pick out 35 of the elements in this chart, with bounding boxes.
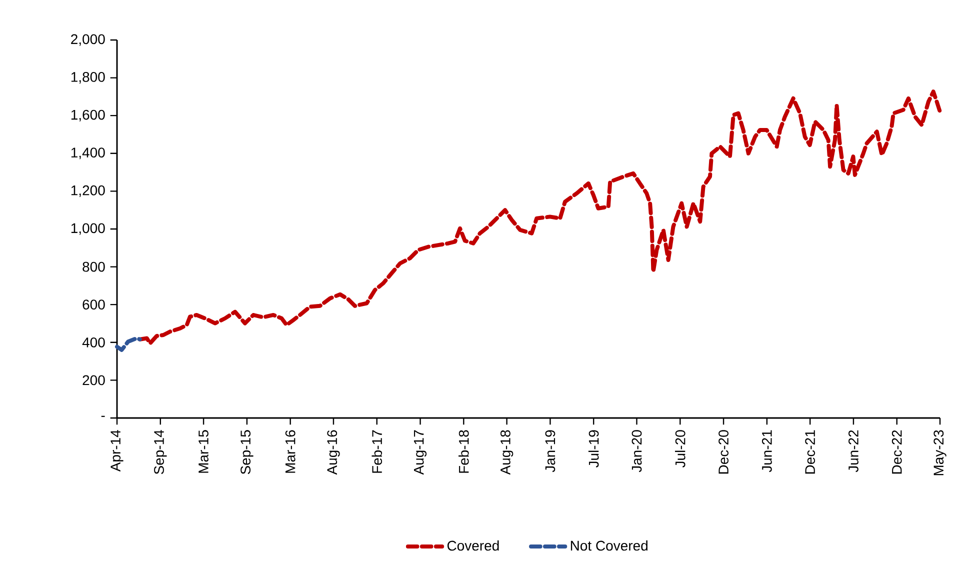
x-tick-label: Jun-22 (848, 430, 858, 472)
y-tick-label: 800 (82, 262, 105, 272)
x-tick-label: Aug-18 (500, 430, 514, 475)
x-tick-label: Mar-15 (198, 430, 208, 473)
x-tick-label: Jan-19 (545, 430, 556, 472)
x-tick-label: Feb-17 (372, 430, 382, 473)
y-tick-label: - (101, 416, 105, 417)
x-tick-label: Dec-20 (718, 430, 728, 474)
x-tick-label: Jan-20 (632, 430, 642, 472)
legend-label: Covered (447, 540, 499, 551)
y-tick-label: 200 (82, 375, 105, 386)
y-tick-label: 1,800 (71, 72, 105, 84)
x-tick-label: Sep-14 (154, 430, 167, 474)
x-tick-label: Apr-14 (110, 430, 124, 472)
y-tick-label: 1,000 (71, 223, 105, 235)
x-tick-label: Mar-16 (285, 430, 296, 473)
line-series (138, 90, 942, 346)
x-tick-label: Aug-17 (414, 430, 427, 475)
y-tick-label: 600 (82, 300, 105, 310)
legend-label: Not Covered (570, 540, 648, 551)
x-tick-label: Jul-20 (675, 430, 686, 468)
x-tick-label: Dec-22 (892, 430, 902, 474)
y-tick-label: 1,600 (71, 110, 105, 122)
x-tick-label: Aug-16 (327, 430, 340, 475)
x-tick-label: Jun-21 (762, 430, 772, 472)
line-series (115, 336, 142, 352)
y-tick-label: 1,400 (71, 148, 105, 160)
x-tick-label: May-23 (934, 430, 946, 476)
y-tick-label: 400 (82, 337, 105, 348)
y-tick-label: 1,200 (71, 185, 105, 197)
y-tick-label: 2,000 (71, 34, 105, 46)
x-tick-label: Jul-19 (588, 430, 599, 468)
x-tick-label: Feb-18 (458, 430, 469, 473)
x-tick-label: Sep-15 (240, 430, 254, 474)
x-tick-label: Dec-21 (805, 430, 816, 474)
